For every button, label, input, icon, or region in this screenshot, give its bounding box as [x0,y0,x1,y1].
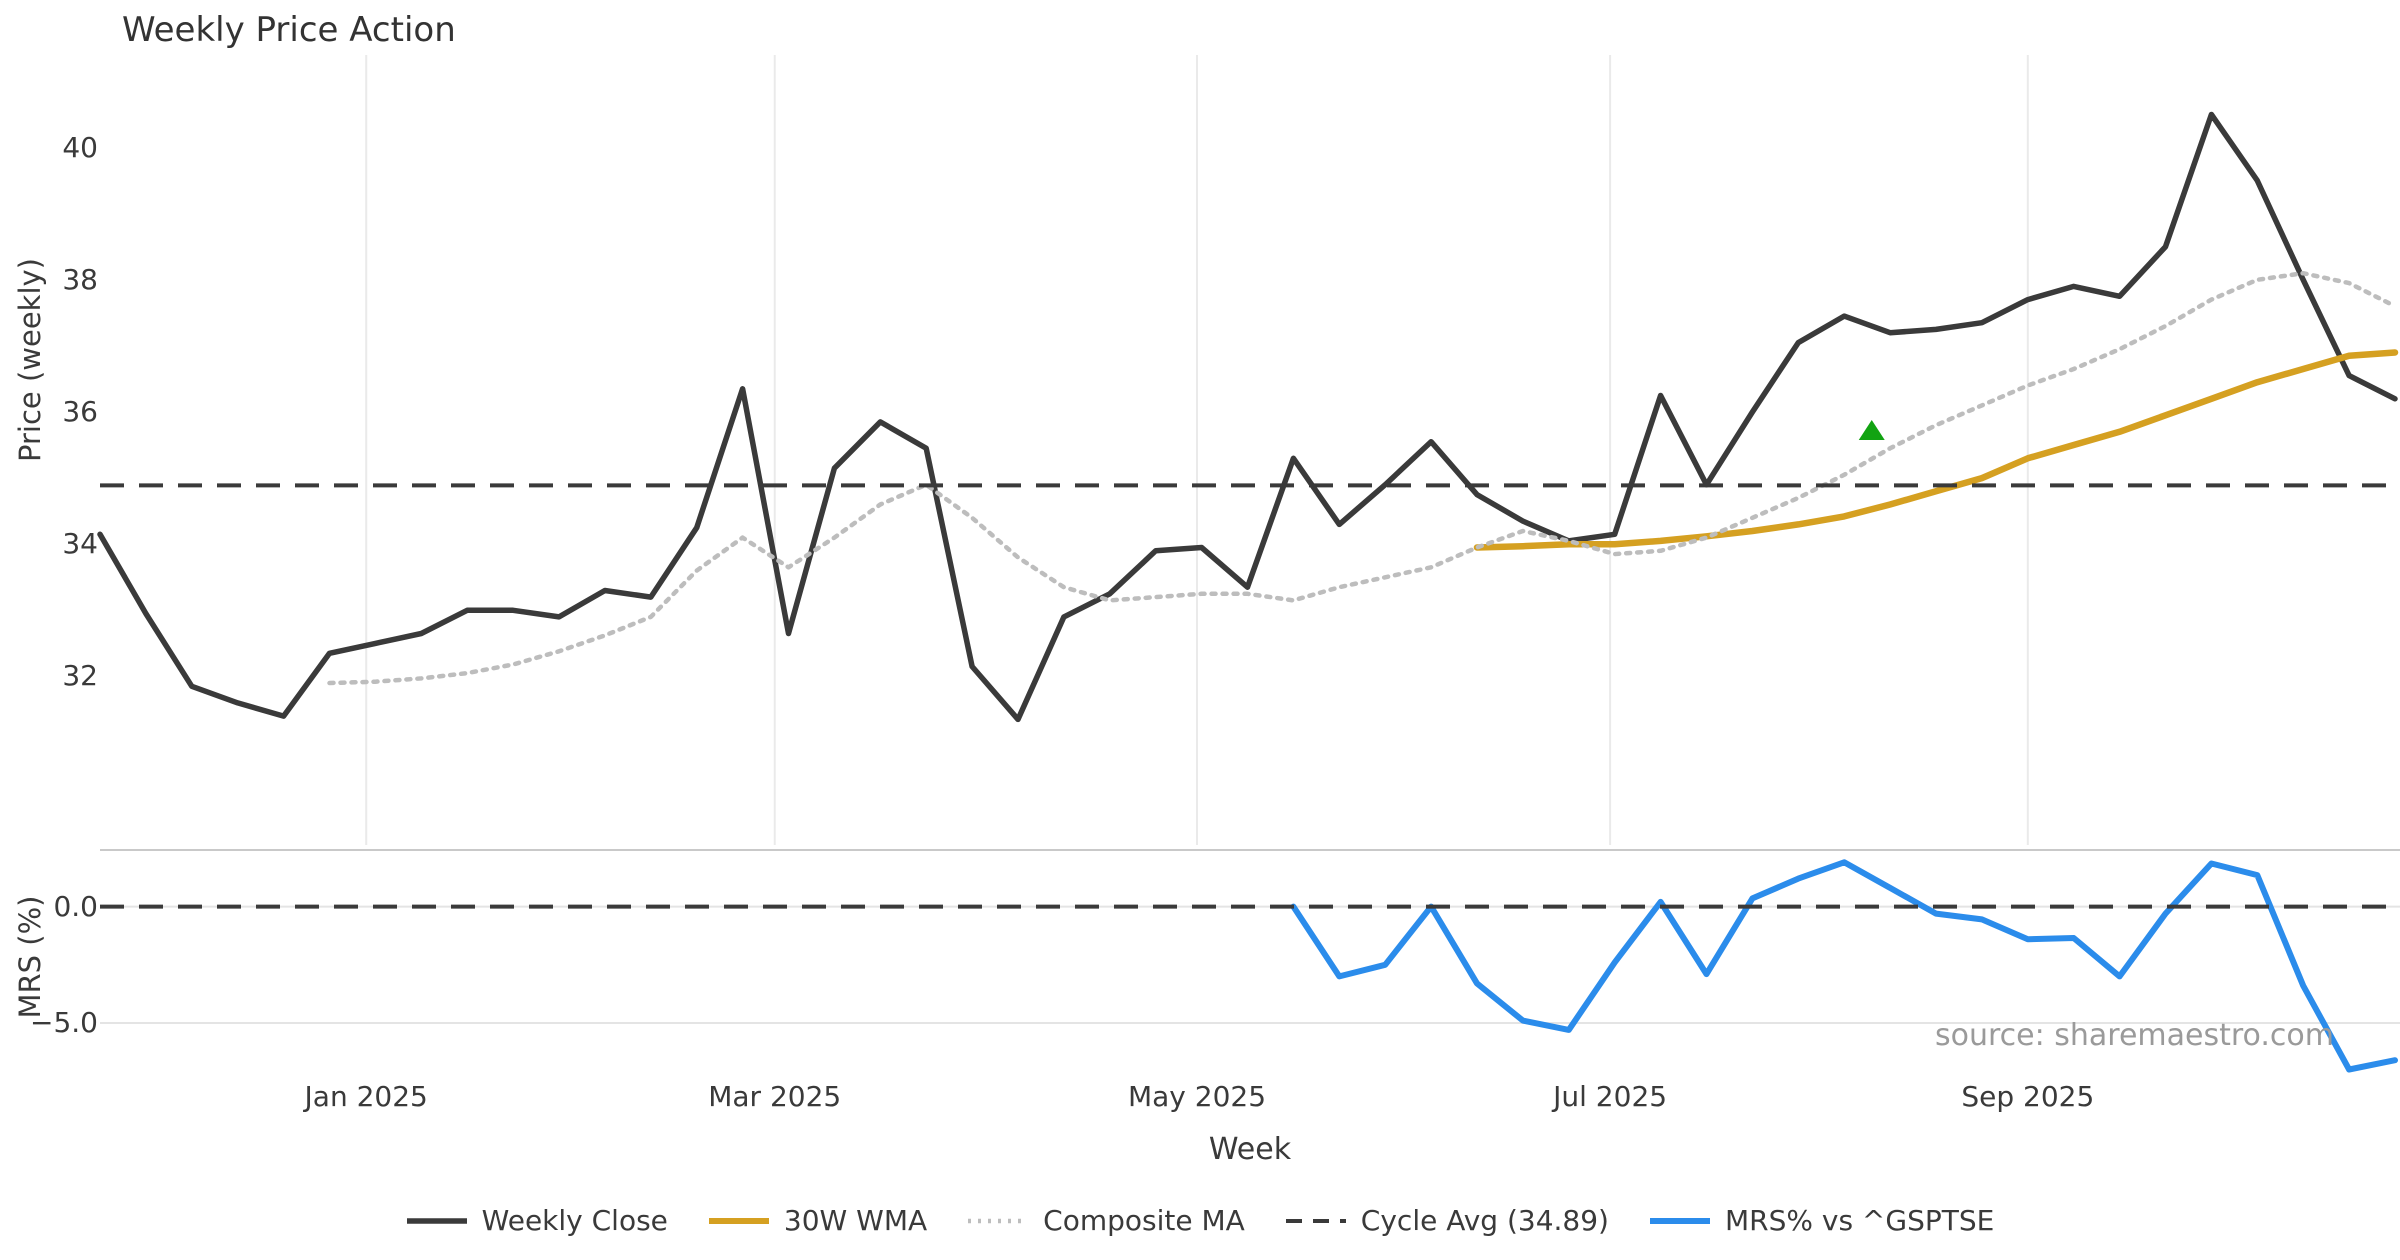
legend-swatch-mrs-vs-gsptse [1649,1217,1710,1224]
x-tick: May 2025 [1127,1080,1267,1113]
legend: Weekly Close 30W WMA Composite MA Cycle Avg… [0,1204,2400,1237]
legend-label: Cycle Avg (34.89) [1360,1204,1609,1237]
x-tick: Mar 2025 [708,1080,842,1113]
composite-ma-line [327,270,2398,686]
legend-label: MRS% vs ^GSPTSE [1724,1204,1995,1237]
legend-label: Composite MA [1043,1204,1245,1237]
legend-swatch-weekly-close [406,1217,467,1224]
x-tick: Jan 2025 [304,1080,428,1113]
x-tick: Sep 2025 [1961,1080,2095,1113]
legend-item-30w-wma: 30W WMA [708,1204,927,1237]
legend-item-composite-ma: Composite MA [967,1204,1245,1237]
price-ytick: 32 [62,659,98,693]
legend-swatch-cycle-avg-34-89 [1285,1218,1346,1223]
legend-label: 30W WMA [783,1204,928,1237]
price-ytick: 36 [62,394,98,428]
chart-title: Weekly Price Action [122,10,456,50]
legend-label: Weekly Close [481,1204,668,1237]
mrs-vs-gsptse-line [1290,859,2398,1073]
price-ytick: 34 [62,527,98,561]
price-ytick: 40 [62,130,98,164]
legend-item-cycle-avg-34-89: Cycle Avg (34.89) [1285,1204,1609,1237]
x-tick: Jul 2025 [1553,1080,1668,1113]
buy-signal-triangle [1858,419,1885,440]
mrs-ytick: 0.0 [53,889,98,923]
legend-item-weekly-close: Weekly Close [406,1204,668,1237]
30w-wma-line [1473,349,2399,551]
legend-swatch-composite-ma [968,1218,1029,1223]
weekly-close-line [97,111,2398,723]
x-axis-label: Week [1208,1132,1292,1167]
price-ytick: 38 [62,262,98,296]
legend-item-mrs-vs-gsptse: MRS% vs ^GSPTSE [1649,1204,1994,1237]
mrs-ytick: −5.0 [30,1005,98,1039]
legend-swatch-30w-wma [708,1217,769,1224]
source-watermark: source: sharemaestro.com [1935,1018,2334,1053]
